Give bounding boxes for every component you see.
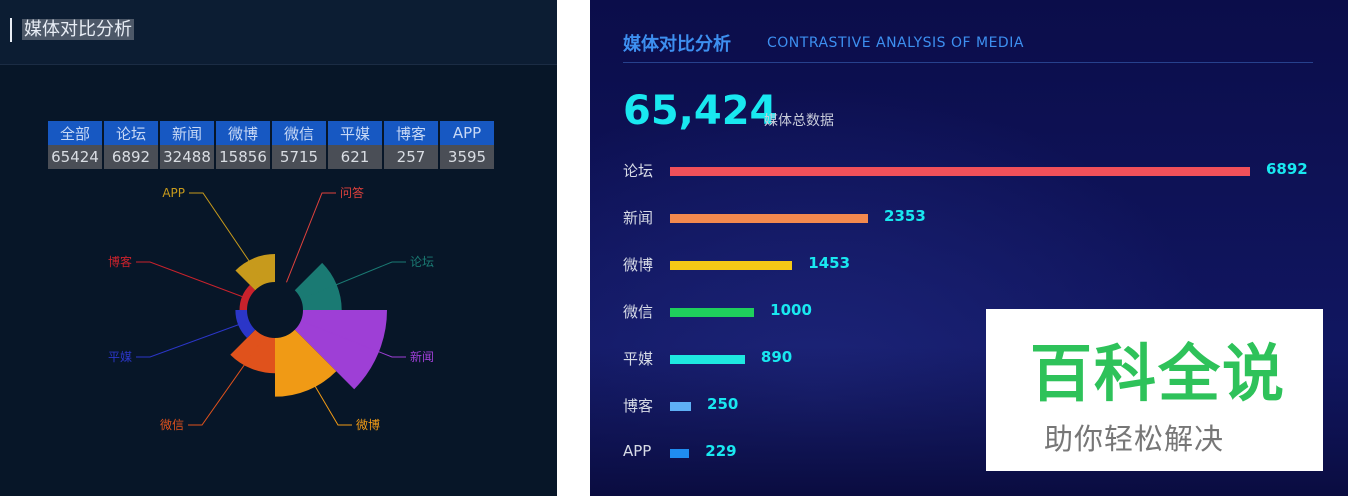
bar [670,214,869,223]
bar-category-label: 新闻 [623,209,654,227]
rose-label-line [286,337,352,426]
summary-value-cell: 257 [384,145,438,169]
total-count: 65,424 [623,88,778,134]
summary-header-cell: 新闻 [160,121,214,145]
right-panel-title: 媒体对比分析 [623,34,731,55]
rose-label: 问答 [340,185,364,200]
bar [670,167,1250,176]
bar [670,308,755,317]
rose-label-line [188,337,264,426]
summary-header-row: 全部 论坛 新闻 微博 微信 平媒 博客 APP [48,121,494,145]
bar-value-label: 890 [760,348,793,366]
bar-category-label: 论坛 [623,162,654,180]
rose-label-line [302,261,406,299]
rose-sector [239,284,256,310]
rose-label-line [189,192,264,283]
summary-value-cell: 3595 [440,145,494,169]
bar [670,449,690,458]
bar [670,402,692,411]
rose-sector [235,310,256,339]
summary-table: 全部 论坛 新闻 微博 微信 平媒 博客 APP 65424 6892 3248… [46,121,496,169]
right-panel-subtitle: CONTRASTIVE ANALYSIS OF MEDIA [767,35,1024,51]
rose-label: 论坛 [410,255,434,269]
summary-header-cell: 平媒 [328,121,382,145]
rose-label: 博客 [108,254,132,269]
bar-category-label: 博客 [623,397,654,415]
rose-label-line [302,321,406,358]
summary-header-cell: APP [440,121,494,145]
rose-label: 平媒 [108,350,132,364]
summary-value-cell: 15856 [216,145,270,169]
rose-sector [235,254,275,291]
bar [670,355,745,364]
summary-header-cell: 微信 [272,121,326,145]
total-count-label: 媒体总数据 [764,113,834,129]
rose-label: APP [162,186,185,200]
bar-value-label: 2353 [884,207,926,225]
bar-value-label: 1000 [770,301,812,319]
left-panel-header: 媒体对比分析 [0,0,557,65]
watermark-logo: 百科全说 助你轻松解决 [986,309,1323,471]
bar [670,261,793,270]
summary-header-cell: 全部 [48,121,102,145]
watermark-main-text: 百科全说 [1030,337,1287,410]
bar-chart: 论坛 6892 新闻 2353 微博 1453 微信 1000 平媒 890 博客 250 APP 229 [590,0,1348,496]
summary-value-cell: 6892 [104,145,158,169]
summary-header-cell: 博客 [384,121,438,145]
bar-category-label: 微博 [623,256,654,274]
rose-label-line [136,261,248,299]
bar-value-label: 1453 [808,254,851,272]
right-panel: 媒体对比分析 CONTRASTIVE ANALYSIS OF MEDIA 65,… [590,0,1348,496]
bar-value-label: 250 [707,395,739,413]
watermark-sub-text: 助你轻松解决 [1044,422,1225,456]
summary-value-cell: 5715 [272,145,326,169]
rose-label-line [286,192,336,283]
summary-value-cell: 32488 [160,145,214,169]
summary-value-cell: 65424 [48,145,102,169]
rose-label: 微博 [356,417,380,432]
title-divider [623,62,1313,63]
bar-category-label: 微信 [623,303,654,321]
rose-sector [294,262,342,310]
bar-category-label: APP [623,442,652,460]
bar-value-label: 6892 [1266,160,1308,178]
summary-header-cell: 微博 [216,121,270,145]
left-panel: 媒体对比分析 全部 论坛 新闻 微博 微信 平媒 博客 APP 65424 68… [0,0,557,496]
rose-sector [294,310,387,390]
rose-sector [275,329,337,397]
rose-label: 新闻 [410,349,434,364]
rose-label-line [136,321,248,358]
bar-category-label: 平媒 [623,350,654,368]
summary-header-cell: 论坛 [104,121,158,145]
left-panel-title: 媒体对比分析 [10,18,134,42]
rose-sector [230,329,275,374]
summary-value-cell: 621 [328,145,382,169]
bar-value-label: 229 [705,442,737,460]
summary-value-row: 65424 6892 32488 15856 5715 621 257 3595 [48,145,494,169]
rose-label: 微信 [160,418,184,432]
